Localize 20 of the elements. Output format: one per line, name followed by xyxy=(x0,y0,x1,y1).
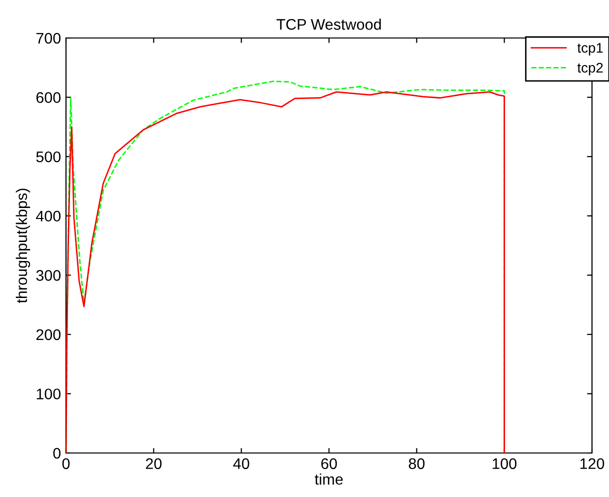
x-tick-label: 40 xyxy=(233,458,250,470)
legend-label: tcp1 xyxy=(577,43,603,56)
legend-label: tcp2 xyxy=(577,62,603,76)
y-tick-label: 600 xyxy=(36,92,61,103)
y-tick-label: 400 xyxy=(36,210,61,222)
x-tick-label: 20 xyxy=(146,458,162,470)
y-tick-label: 100 xyxy=(36,388,61,400)
chart-title: TCP Westwood xyxy=(276,18,381,30)
y-tick-label: 300 xyxy=(36,270,61,281)
y-tick-label: 200 xyxy=(36,329,61,340)
y-tick-label: 0 xyxy=(53,448,61,459)
x-axis-title: time xyxy=(314,473,343,485)
y-tick-label: 500 xyxy=(36,151,61,162)
y-tick-label: 700 xyxy=(36,32,61,44)
x-tick-label: 100 xyxy=(492,458,516,470)
y-axis-title: throughput(kbps) xyxy=(16,188,30,304)
x-tick-label: 0 xyxy=(62,458,70,470)
x-tick-label: 80 xyxy=(408,458,425,470)
x-tick-label: 120 xyxy=(580,458,604,470)
x-tick-label: 60 xyxy=(321,458,337,470)
